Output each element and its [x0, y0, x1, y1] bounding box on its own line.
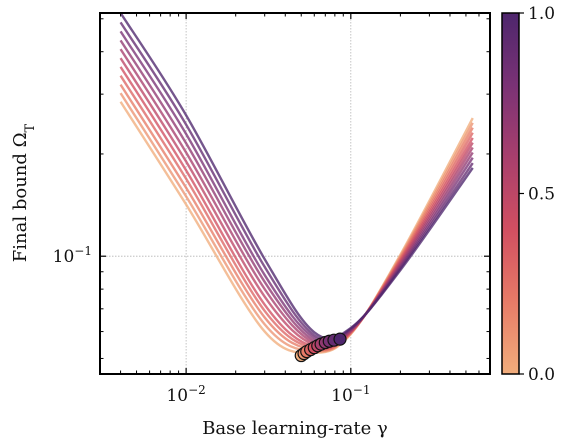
series-line [119, 66, 474, 350]
minimum-point [333, 332, 347, 346]
plot-frame [99, 12, 491, 375]
x-tick-label: 10−1 [331, 383, 370, 406]
colorbar-tick-label: 0.5 [528, 185, 555, 205]
colorbar-tick-label: 0.0 [528, 365, 555, 385]
series-line [119, 21, 474, 342]
colorbar-tick-label: 1.0 [528, 4, 555, 24]
colorbar [501, 12, 520, 375]
colorbar-ticks: 0.0 0.5 1.0 [519, 4, 555, 385]
series-line [119, 13, 474, 340]
y-tick-label: 10−1 [53, 244, 92, 267]
x-tick-label: 10−2 [166, 383, 205, 406]
y-axis-title: Final bound ΩT [10, 123, 38, 262]
series-line [119, 75, 474, 351]
minimum-markers [294, 332, 347, 363]
curves [119, 13, 474, 354]
x-axis-title: Base learning-rate γ [202, 418, 388, 439]
series-line [119, 39, 474, 346]
axis-ticks: 10−2 10−1 10−1 [53, 13, 490, 406]
series-line [119, 30, 474, 344]
grid [100, 13, 490, 374]
